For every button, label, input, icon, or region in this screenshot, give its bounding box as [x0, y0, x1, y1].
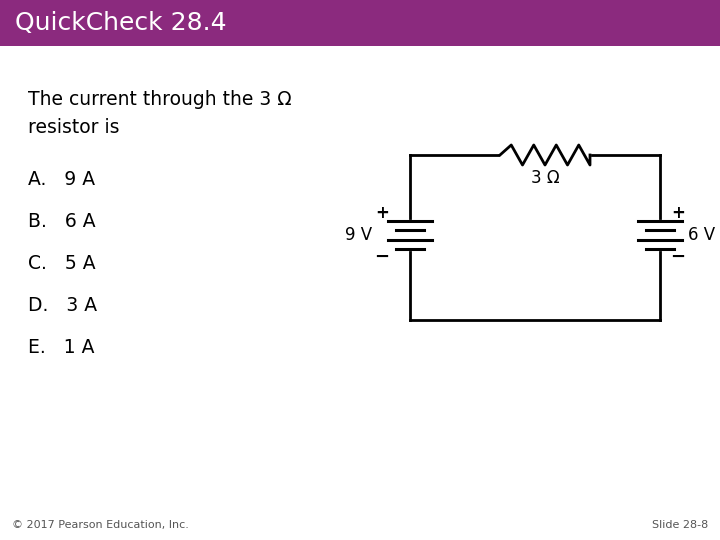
- Text: D.   3 A: D. 3 A: [28, 296, 97, 315]
- Bar: [0, 0, 720, 46]
- Text: 9 V: 9 V: [345, 226, 372, 244]
- Text: E.   1 A: E. 1 A: [28, 338, 94, 357]
- Text: The current through the 3 Ω
resistor is: The current through the 3 Ω resistor is: [28, 90, 292, 137]
- Text: A.   9 A: A. 9 A: [28, 170, 95, 189]
- Text: QuickCheck 28.4: QuickCheck 28.4: [15, 11, 227, 35]
- Text: C.   5 A: C. 5 A: [28, 254, 96, 273]
- Text: +: +: [671, 204, 685, 222]
- Text: +: +: [375, 204, 389, 222]
- Text: B.   6 A: B. 6 A: [28, 212, 96, 231]
- Text: 3 Ω: 3 Ω: [531, 169, 559, 187]
- Text: © 2017 Pearson Education, Inc.: © 2017 Pearson Education, Inc.: [12, 520, 189, 530]
- Text: Slide 28-8: Slide 28-8: [652, 520, 708, 530]
- Text: −: −: [374, 248, 390, 266]
- Text: 6 V: 6 V: [688, 226, 715, 244]
- Text: −: −: [670, 248, 685, 266]
